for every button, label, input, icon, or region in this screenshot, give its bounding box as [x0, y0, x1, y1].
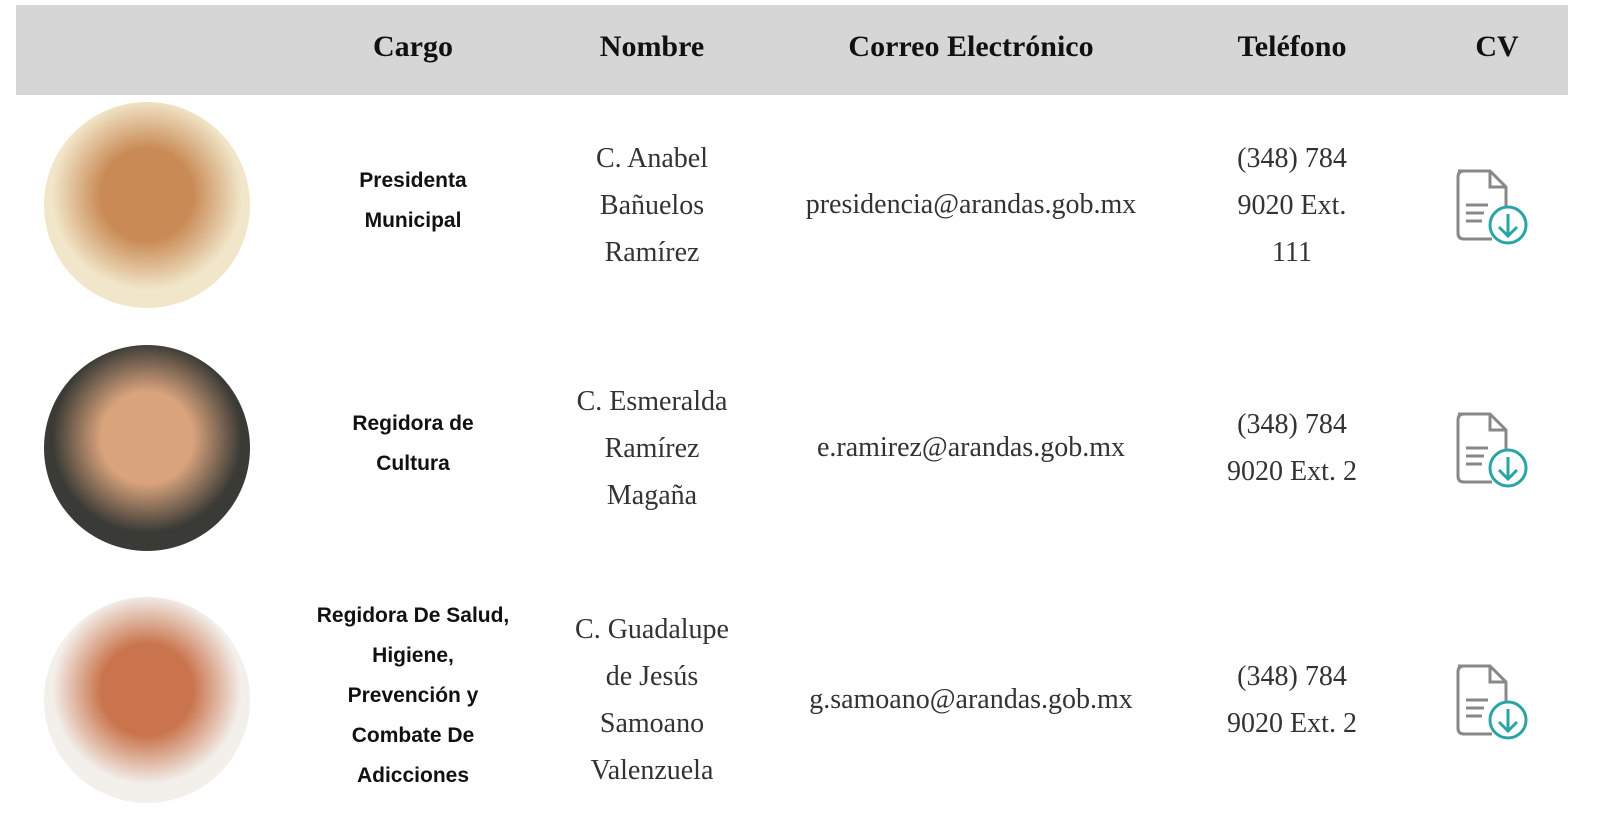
column-header: Teléfono: [1237, 30, 1347, 63]
telefono: (348) 784 9020 Ext. 2: [1227, 653, 1357, 747]
cargo-line: Higiene,: [372, 644, 454, 667]
cargo: Presidenta Municipal: [359, 161, 466, 241]
nombre-line: Bañuelos: [599, 189, 705, 221]
nombre: C. Esmeralda Ramírez Magaña: [577, 378, 728, 519]
cargo: Regidora de Cultura: [352, 404, 473, 484]
nombre-line: C. Anabel: [596, 142, 708, 174]
cargo-line: Presidenta: [359, 169, 467, 192]
cargo: Regidora De Salud, Higiene, Prevención y Co…: [317, 596, 510, 796]
telefono-line: 9020 Ext. 2: [1227, 708, 1357, 739]
profile-photo: [44, 597, 250, 803]
cv-icon: [1456, 169, 1528, 245]
telefono: (348) 784 9020 Ext. 111: [1237, 135, 1347, 276]
table-header: [16, 5, 1568, 95]
telefono-line: (348) 784: [1237, 142, 1347, 174]
nombre-line: Samoano: [599, 708, 705, 739]
profile-photo: [44, 102, 250, 308]
nombre: C. Guadalupe de Jesús Samoano Valenzuela: [575, 606, 729, 794]
nombre: C. Anabel Bañuelos Ramírez: [596, 135, 708, 276]
telefono-line: 9020 Ext. 2: [1227, 456, 1357, 487]
profile-photo: [44, 345, 250, 551]
cargo-line: Municipal: [364, 209, 462, 232]
cv-download[interactable]: [1452, 165, 1534, 247]
column-header: Cargo: [373, 30, 453, 63]
telefono-line: (348) 784: [1237, 409, 1347, 440]
column-header: CV: [1475, 30, 1519, 63]
correo: e.ramirez@arandas.gob.mx: [817, 432, 1125, 463]
telefono-line: (348) 784: [1237, 661, 1347, 692]
cv-icon: [1456, 664, 1528, 740]
telefono-line: 111: [1272, 236, 1312, 268]
correo: presidencia@arandas.gob.mx: [805, 189, 1137, 220]
cargo-line: Regidora de: [352, 412, 474, 435]
nombre-line: C. Esmeralda: [576, 385, 728, 417]
nombre-line: Magaña: [606, 479, 698, 511]
nombre-line: C. Guadalupe: [575, 614, 729, 645]
nombre-line: Valenzuela: [590, 755, 714, 786]
cargo-line: Combate De: [351, 724, 475, 747]
cv-download[interactable]: [1452, 660, 1534, 742]
cargo-line: Adicciones: [356, 764, 470, 787]
cargo-line: Prevención y: [347, 684, 479, 707]
cargo-line: Cultura: [376, 452, 450, 475]
correo: g.samoano@arandas.gob.mx: [809, 684, 1133, 715]
nombre-line: Ramírez: [604, 432, 700, 464]
cv-download[interactable]: [1452, 408, 1534, 490]
column-header: Nombre: [599, 30, 705, 63]
telefono-line: 9020 Ext.: [1237, 189, 1347, 221]
telefono: (348) 784 9020 Ext. 2: [1227, 401, 1357, 495]
cargo-line: Regidora De Salud,: [316, 604, 510, 627]
column-header: Correo Electrónico: [848, 30, 1094, 63]
nombre-line: Ramírez: [604, 236, 700, 268]
nombre-line: de Jesús: [605, 661, 699, 692]
cv-icon: [1456, 412, 1528, 488]
